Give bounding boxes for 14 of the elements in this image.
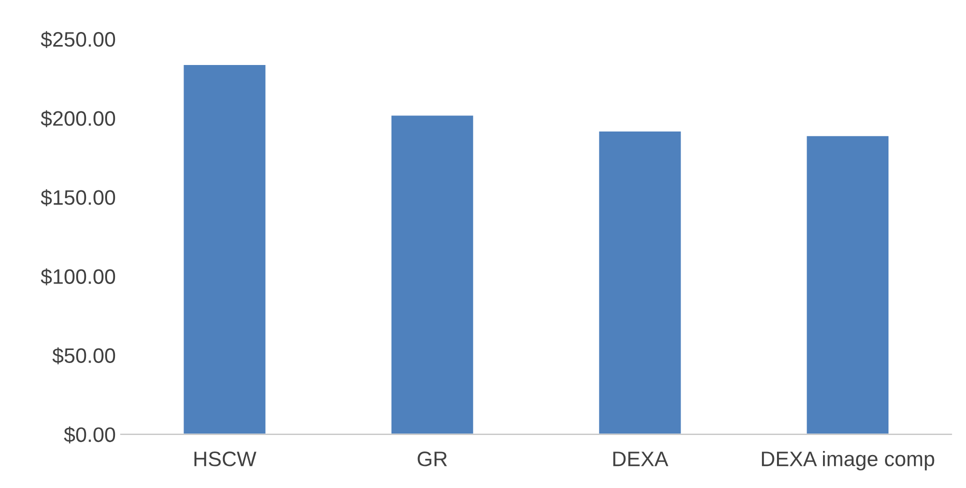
bar <box>182 64 267 434</box>
y-tick-label: $250.00 <box>40 31 116 48</box>
y-tick-label: $50.00 <box>52 347 116 364</box>
y-tick-label: $100.00 <box>40 268 116 286</box>
x-tick-label: DEXA image comp <box>762 450 934 470</box>
bar <box>805 134 890 434</box>
y-tick-label: $200.00 <box>40 110 116 128</box>
x-tick-label: GR <box>418 452 447 466</box>
y-tick-label: $150.00 <box>40 189 116 206</box>
x-tick-label: DEXA <box>613 452 668 466</box>
y-tick-label: $0.00 <box>64 426 116 444</box>
bar <box>390 114 475 434</box>
x-tick-label: HSCW <box>194 452 256 466</box>
bar <box>598 130 682 434</box>
